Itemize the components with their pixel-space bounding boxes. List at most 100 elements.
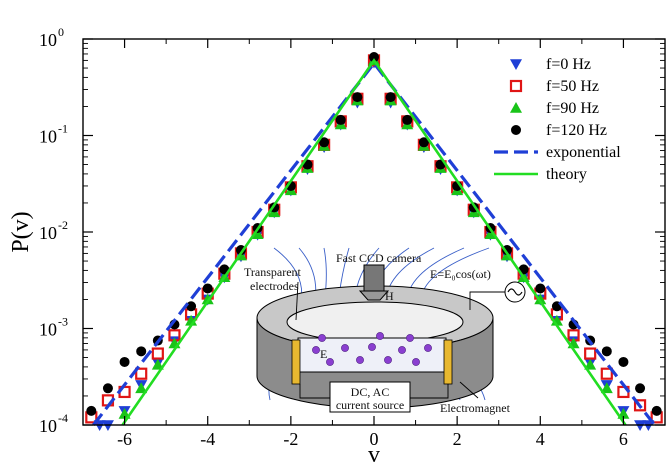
legend-entry: f=50 Hz xyxy=(509,78,599,95)
particle xyxy=(412,358,420,366)
data-point xyxy=(369,52,379,63)
legend-swatch xyxy=(509,79,523,93)
data-point xyxy=(635,383,646,394)
y-tick-label: 10 xyxy=(39,223,57,243)
x-tick-label: -6 xyxy=(117,429,132,449)
ac-wire xyxy=(469,291,505,310)
legend: f=0 Hz f=50 Hz f=90 Hz f=120 Hz exponential t… xyxy=(494,56,621,183)
magnet-ring-inner xyxy=(286,301,464,343)
dc-wire-right xyxy=(410,384,449,399)
particle xyxy=(326,358,334,366)
x-tick-label: -4 xyxy=(200,429,215,449)
particle xyxy=(384,356,392,364)
data-point xyxy=(352,92,363,103)
legend-label: f=50 Hz xyxy=(546,78,599,95)
y-tick-exponent: -1 xyxy=(58,122,68,136)
inset-label-source-1: DC, AC xyxy=(351,385,390,399)
particle xyxy=(398,346,406,354)
data-point xyxy=(119,356,130,367)
x-tick-label: 2 xyxy=(453,429,462,449)
inset-label-source-2: current source xyxy=(336,398,404,412)
x-tick-label: 4 xyxy=(536,429,545,449)
magnet-pointer xyxy=(459,381,479,399)
x-tick-label: 6 xyxy=(619,429,628,449)
data-point xyxy=(484,228,497,239)
inset-label-electrodes-1: Transparent xyxy=(244,265,302,279)
data-point xyxy=(135,382,148,394)
data-point xyxy=(201,293,214,305)
legend-label: theory xyxy=(546,166,587,183)
particle xyxy=(356,356,364,364)
data-point xyxy=(534,293,547,305)
series-theory xyxy=(121,58,627,426)
data-point xyxy=(535,283,546,294)
particle xyxy=(376,332,384,340)
legend-label: f=120 Hz xyxy=(546,122,607,139)
legend-label: f=90 Hz xyxy=(546,100,599,117)
data-series-layer xyxy=(85,52,663,431)
y-tick-exponent: -2 xyxy=(58,218,68,232)
legend-swatch xyxy=(511,125,521,135)
x-tick-label: 0 xyxy=(370,429,379,449)
y-tick-label: 10 xyxy=(39,320,57,340)
y-tick-label: 10 xyxy=(39,30,57,50)
data-point xyxy=(651,405,662,416)
dc-wire-left xyxy=(299,384,330,399)
legend-swatch xyxy=(510,102,522,113)
data-point xyxy=(151,358,164,370)
inset-label-field-e: E xyxy=(320,347,327,361)
data-point xyxy=(135,367,148,380)
data-point xyxy=(151,347,164,360)
legend-entry: exponential xyxy=(494,144,621,161)
data-point xyxy=(600,367,613,380)
series-exponential xyxy=(92,60,656,426)
data-point xyxy=(335,114,346,125)
particle xyxy=(424,344,432,352)
particle xyxy=(368,343,376,351)
axes-layer: -6 -4 -2 0 2 4 610-410-310-210-110 0vP(v) xyxy=(8,25,666,466)
y-tick-exponent: 0 xyxy=(58,25,64,39)
data-point xyxy=(600,382,613,394)
y-axis-label: P(v) xyxy=(8,211,34,252)
electrode-pointer xyxy=(295,281,299,321)
data-point xyxy=(402,114,413,125)
data-point xyxy=(186,301,197,312)
inset-label-formula: E=E₀cos(ωt) xyxy=(430,267,491,281)
legend-entry: f=0 Hz xyxy=(510,56,591,73)
particle xyxy=(406,334,414,342)
current-source-box xyxy=(329,381,411,413)
electrode-left xyxy=(291,339,301,385)
y-tick-label: 10 xyxy=(39,416,57,436)
series-line xyxy=(121,58,627,426)
particle xyxy=(341,344,349,352)
data-point xyxy=(584,358,597,370)
particle xyxy=(318,334,326,342)
legend-swatch xyxy=(510,59,522,70)
series-line xyxy=(92,60,656,426)
data-point xyxy=(633,399,647,412)
ac-wave-icon xyxy=(507,288,523,296)
x-axis-label: v xyxy=(368,442,380,466)
camera-lens xyxy=(358,290,390,301)
data-point xyxy=(618,356,629,367)
inset-label-camera: Fast CCD camera xyxy=(336,251,422,265)
data-point xyxy=(601,346,612,357)
data-point xyxy=(102,383,113,394)
y-tick-label: 10 xyxy=(39,127,57,147)
y-tick-exponent: -3 xyxy=(58,315,68,329)
inset-label-electrodes-2: electrodes xyxy=(250,279,299,293)
inset-label-field-h: H xyxy=(385,289,394,303)
data-point xyxy=(202,283,213,294)
data-point xyxy=(385,92,396,103)
camera-body xyxy=(363,264,385,292)
legend-label: f=0 Hz xyxy=(546,56,591,73)
data-point xyxy=(418,137,429,148)
x-tick-label: -2 xyxy=(283,429,298,449)
inset-label-magnet: Electromagnet xyxy=(440,401,511,415)
legend-entry: theory xyxy=(494,166,587,183)
legend-entry: f=120 Hz xyxy=(511,122,607,139)
y-tick-exponent: -4 xyxy=(58,411,68,425)
particle xyxy=(312,346,320,354)
